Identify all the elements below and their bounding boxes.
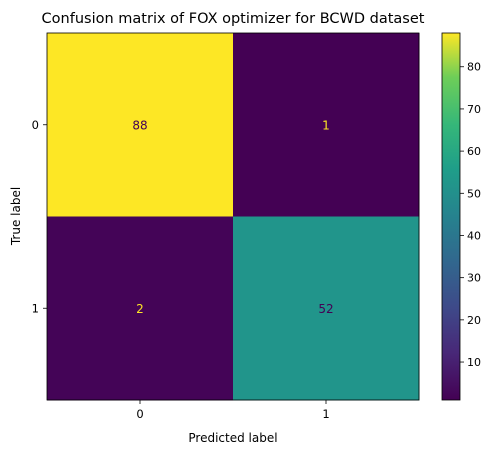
x-tick-label-0: 0 — [136, 407, 143, 421]
colorbar-tick-label-0: 10 — [467, 356, 481, 369]
plot-frame — [46, 32, 420, 401]
colorbar-tick-label-4: 50 — [467, 187, 481, 200]
y-tick-label-1: 1 — [32, 301, 39, 315]
y-axis-ticks: 01 — [32, 118, 47, 315]
chart-title: Confusion matrix of FOX optimizer for BC… — [42, 11, 425, 27]
y-tick-label-0: 0 — [32, 118, 39, 132]
matrix-cell-labels: 88 1 2 52 — [132, 118, 333, 316]
x-axis-label: Predicted label — [188, 431, 277, 445]
matrix-cell-1-0 — [47, 216, 234, 401]
colorbar-tick-label-1: 20 — [467, 314, 481, 327]
colorbar-tick-label-6: 70 — [467, 103, 481, 116]
matrix-cell-0-1 — [233, 33, 420, 217]
matrix-cell-1-1 — [233, 216, 420, 401]
matrix-cell-value-1-1: 52 — [318, 302, 333, 316]
colorbar-tick-label-2: 30 — [467, 272, 481, 285]
matrix-cell-value-0-1: 1 — [322, 118, 330, 132]
matrix-cells — [47, 33, 420, 401]
colorbar-tick-label-5: 60 — [467, 145, 481, 158]
y-axis-label: True label — [9, 187, 23, 246]
colorbar-ticks: 10 20 30 40 50 60 70 80 — [460, 61, 481, 369]
x-tick-label-1: 1 — [322, 407, 329, 421]
matrix-cell-value-1-0: 2 — [136, 302, 144, 316]
colorbar-tick-label-7: 80 — [467, 61, 481, 74]
matrix-cell-value-0-0: 88 — [132, 118, 147, 132]
matrix-cell-0-0 — [47, 33, 234, 217]
colorbar — [441, 32, 461, 401]
colorbar-tick-label-3: 40 — [467, 229, 481, 242]
